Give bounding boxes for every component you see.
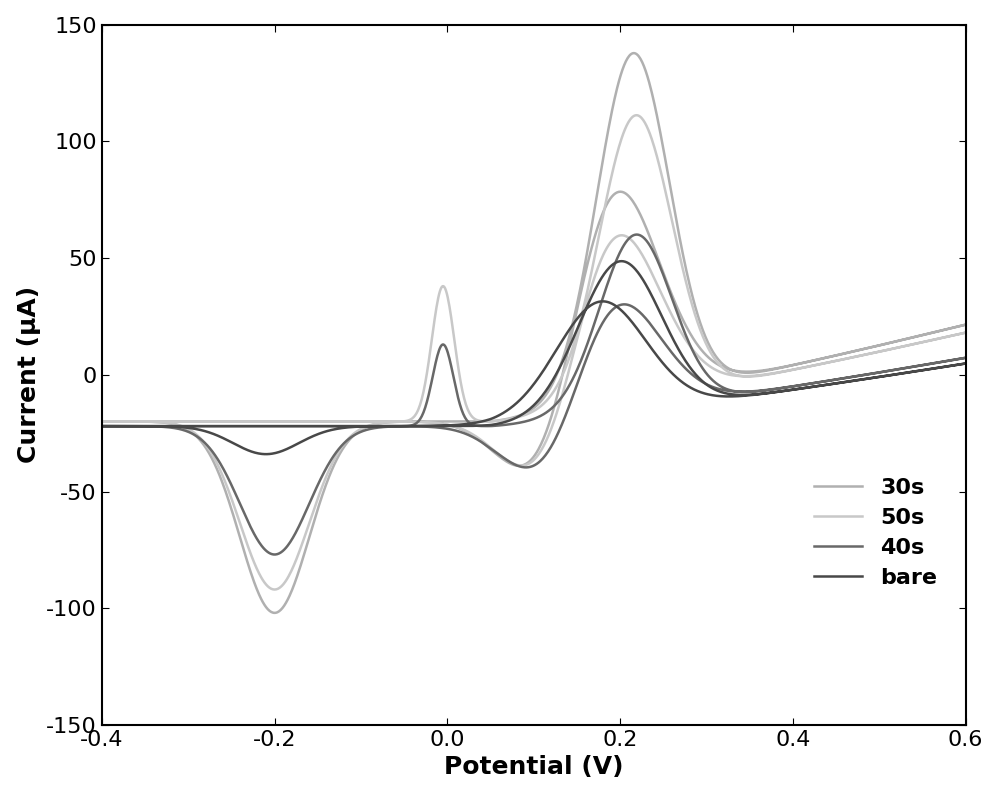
- 30s: [938, 325, 950, 334]
- Line: bare: bare: [102, 261, 966, 455]
- 50s: [892, 343, 904, 353]
- bare: [462, 419, 474, 429]
- 30s: [892, 336, 904, 345]
- 50s: [144, 416, 156, 426]
- bare: [184, 423, 196, 433]
- bare: [96, 421, 108, 431]
- 50s: [96, 416, 108, 426]
- 50s: [630, 111, 642, 120]
- 30s: [184, 427, 196, 436]
- 40s: [462, 430, 474, 439]
- 30s: [145, 416, 157, 426]
- 40s: [144, 421, 156, 431]
- 50s: [96, 416, 108, 426]
- Line: 40s: 40s: [102, 235, 966, 555]
- bare: [144, 421, 156, 431]
- 50s: [145, 416, 157, 426]
- bare: [96, 421, 108, 431]
- 30s: [144, 416, 156, 426]
- 40s: [269, 550, 281, 560]
- 30s: [96, 416, 108, 426]
- bare: [892, 369, 904, 379]
- 50s: [184, 425, 196, 435]
- bare: [938, 362, 950, 372]
- 50s: [269, 585, 281, 595]
- Legend: 30s, 50s, 40s, bare: 30s, 50s, 40s, bare: [814, 478, 937, 587]
- 30s: [628, 49, 640, 58]
- 40s: [938, 357, 950, 366]
- bare: [145, 421, 157, 431]
- Line: 50s: 50s: [102, 115, 966, 590]
- 40s: [631, 230, 643, 240]
- 50s: [462, 427, 474, 436]
- 40s: [96, 421, 108, 431]
- 40s: [145, 421, 157, 431]
- 30s: [462, 427, 474, 437]
- bare: [616, 256, 628, 266]
- Line: 30s: 30s: [102, 53, 966, 613]
- Y-axis label: Current (μA): Current (μA): [17, 287, 41, 463]
- 40s: [892, 365, 904, 374]
- X-axis label: Potential (V): Potential (V): [444, 755, 623, 779]
- 40s: [96, 421, 108, 431]
- 40s: [184, 427, 196, 437]
- 50s: [938, 333, 950, 342]
- bare: [260, 450, 272, 459]
- 30s: [96, 416, 108, 426]
- 30s: [269, 608, 281, 618]
